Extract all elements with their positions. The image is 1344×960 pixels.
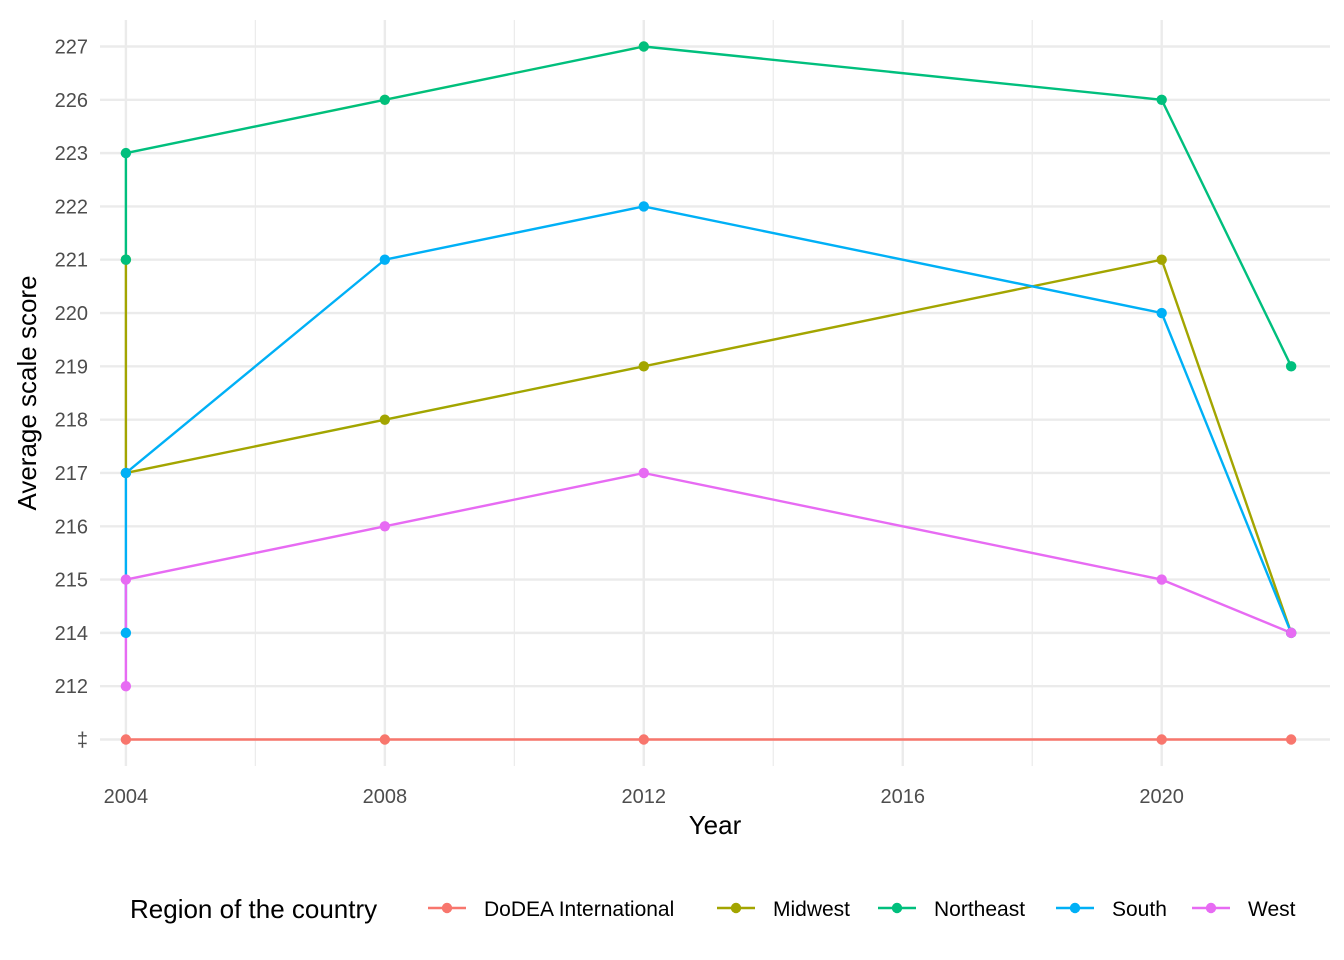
data-point-dodea-international xyxy=(379,734,391,745)
data-point-west xyxy=(120,680,132,692)
y-tick-label: 222 xyxy=(55,196,88,218)
y-tick-label: 221 xyxy=(55,250,88,272)
y-tick-label: 219 xyxy=(55,356,88,378)
series-line-midwest xyxy=(124,258,1293,634)
tick-layer: 2004 2008 2012 2016 2020 ‡ 212 214 215 216 217 218 2… xyxy=(55,37,1184,809)
legend: Region of the country DoDEA Internationa… xyxy=(130,894,1296,924)
series-line-south xyxy=(124,205,1293,634)
data-point-midwest xyxy=(379,414,391,425)
x-tick-label: 2008 xyxy=(363,786,408,808)
data-point-northeast xyxy=(638,41,649,52)
y-tick-label: 226 xyxy=(55,90,88,112)
legend-title: Region of the country xyxy=(130,894,377,924)
data-point-dodea-international xyxy=(638,734,649,745)
data-point-south xyxy=(120,467,132,479)
data-point-west xyxy=(120,574,132,585)
y-tick-label: 218 xyxy=(55,410,88,432)
legend-key-point xyxy=(441,902,453,914)
x-tick-label: 2012 xyxy=(622,786,667,808)
legend-item-west: West xyxy=(1192,898,1296,921)
data-point-dodea-international xyxy=(1285,734,1297,745)
y-tick-label: 223 xyxy=(55,143,88,165)
data-point-midwest xyxy=(1156,254,1167,265)
series-line-northeast xyxy=(124,45,1293,367)
data-point-dodea-international xyxy=(120,734,132,745)
x-axis-title: Year xyxy=(689,810,742,840)
legend-item-dodea-international: DoDEA International xyxy=(428,898,674,921)
y-tick-label: ‡ xyxy=(77,730,88,752)
data-point-northeast xyxy=(120,147,132,159)
legend-item-midwest: Midwest xyxy=(717,898,850,921)
legend-label: South xyxy=(1112,898,1167,921)
data-point-northeast xyxy=(379,94,391,106)
data-point-west xyxy=(1285,627,1297,639)
data-point-northeast xyxy=(1285,361,1297,372)
y-tick-label: 212 xyxy=(55,676,88,698)
data-point-west xyxy=(379,521,391,532)
data-point-south xyxy=(1156,307,1167,319)
x-tick-label: 2004 xyxy=(104,786,149,808)
data-point-west xyxy=(1156,574,1167,585)
data-point-south xyxy=(379,254,391,265)
legend-key-point xyxy=(730,902,742,914)
data-point-south xyxy=(120,627,132,639)
y-tick-label: 215 xyxy=(55,570,88,592)
y-tick-label: 227 xyxy=(55,37,88,59)
legend-key-point xyxy=(891,902,903,914)
y-tick-label: 214 xyxy=(55,623,88,645)
legend-label: Northeast xyxy=(934,898,1025,921)
y-tick-label: 220 xyxy=(55,303,88,325)
legend-key-point xyxy=(1069,902,1081,914)
series-line-west xyxy=(124,471,1292,687)
y-axis-title: Average scale score xyxy=(12,275,42,510)
x-tick-label: 2016 xyxy=(880,786,925,808)
legend-key-point xyxy=(1205,902,1217,914)
series-layer xyxy=(120,41,1297,745)
data-point-south xyxy=(638,201,649,212)
y-tick-label: 216 xyxy=(55,516,88,538)
data-point-west xyxy=(638,467,649,479)
legend-label: West xyxy=(1248,898,1296,921)
legend-label: Midwest xyxy=(773,898,850,921)
legend-item-northeast: Northeast xyxy=(878,898,1025,921)
y-tick-label: 217 xyxy=(55,463,88,485)
legend-item-south: South xyxy=(1056,898,1167,921)
data-point-midwest xyxy=(638,361,649,372)
data-point-dodea-international xyxy=(1156,734,1167,745)
data-point-northeast xyxy=(120,254,132,265)
x-tick-label: 2020 xyxy=(1139,786,1184,808)
data-point-northeast xyxy=(1156,94,1167,106)
grid-layer xyxy=(100,20,1330,766)
legend-label: DoDEA International xyxy=(484,898,674,921)
